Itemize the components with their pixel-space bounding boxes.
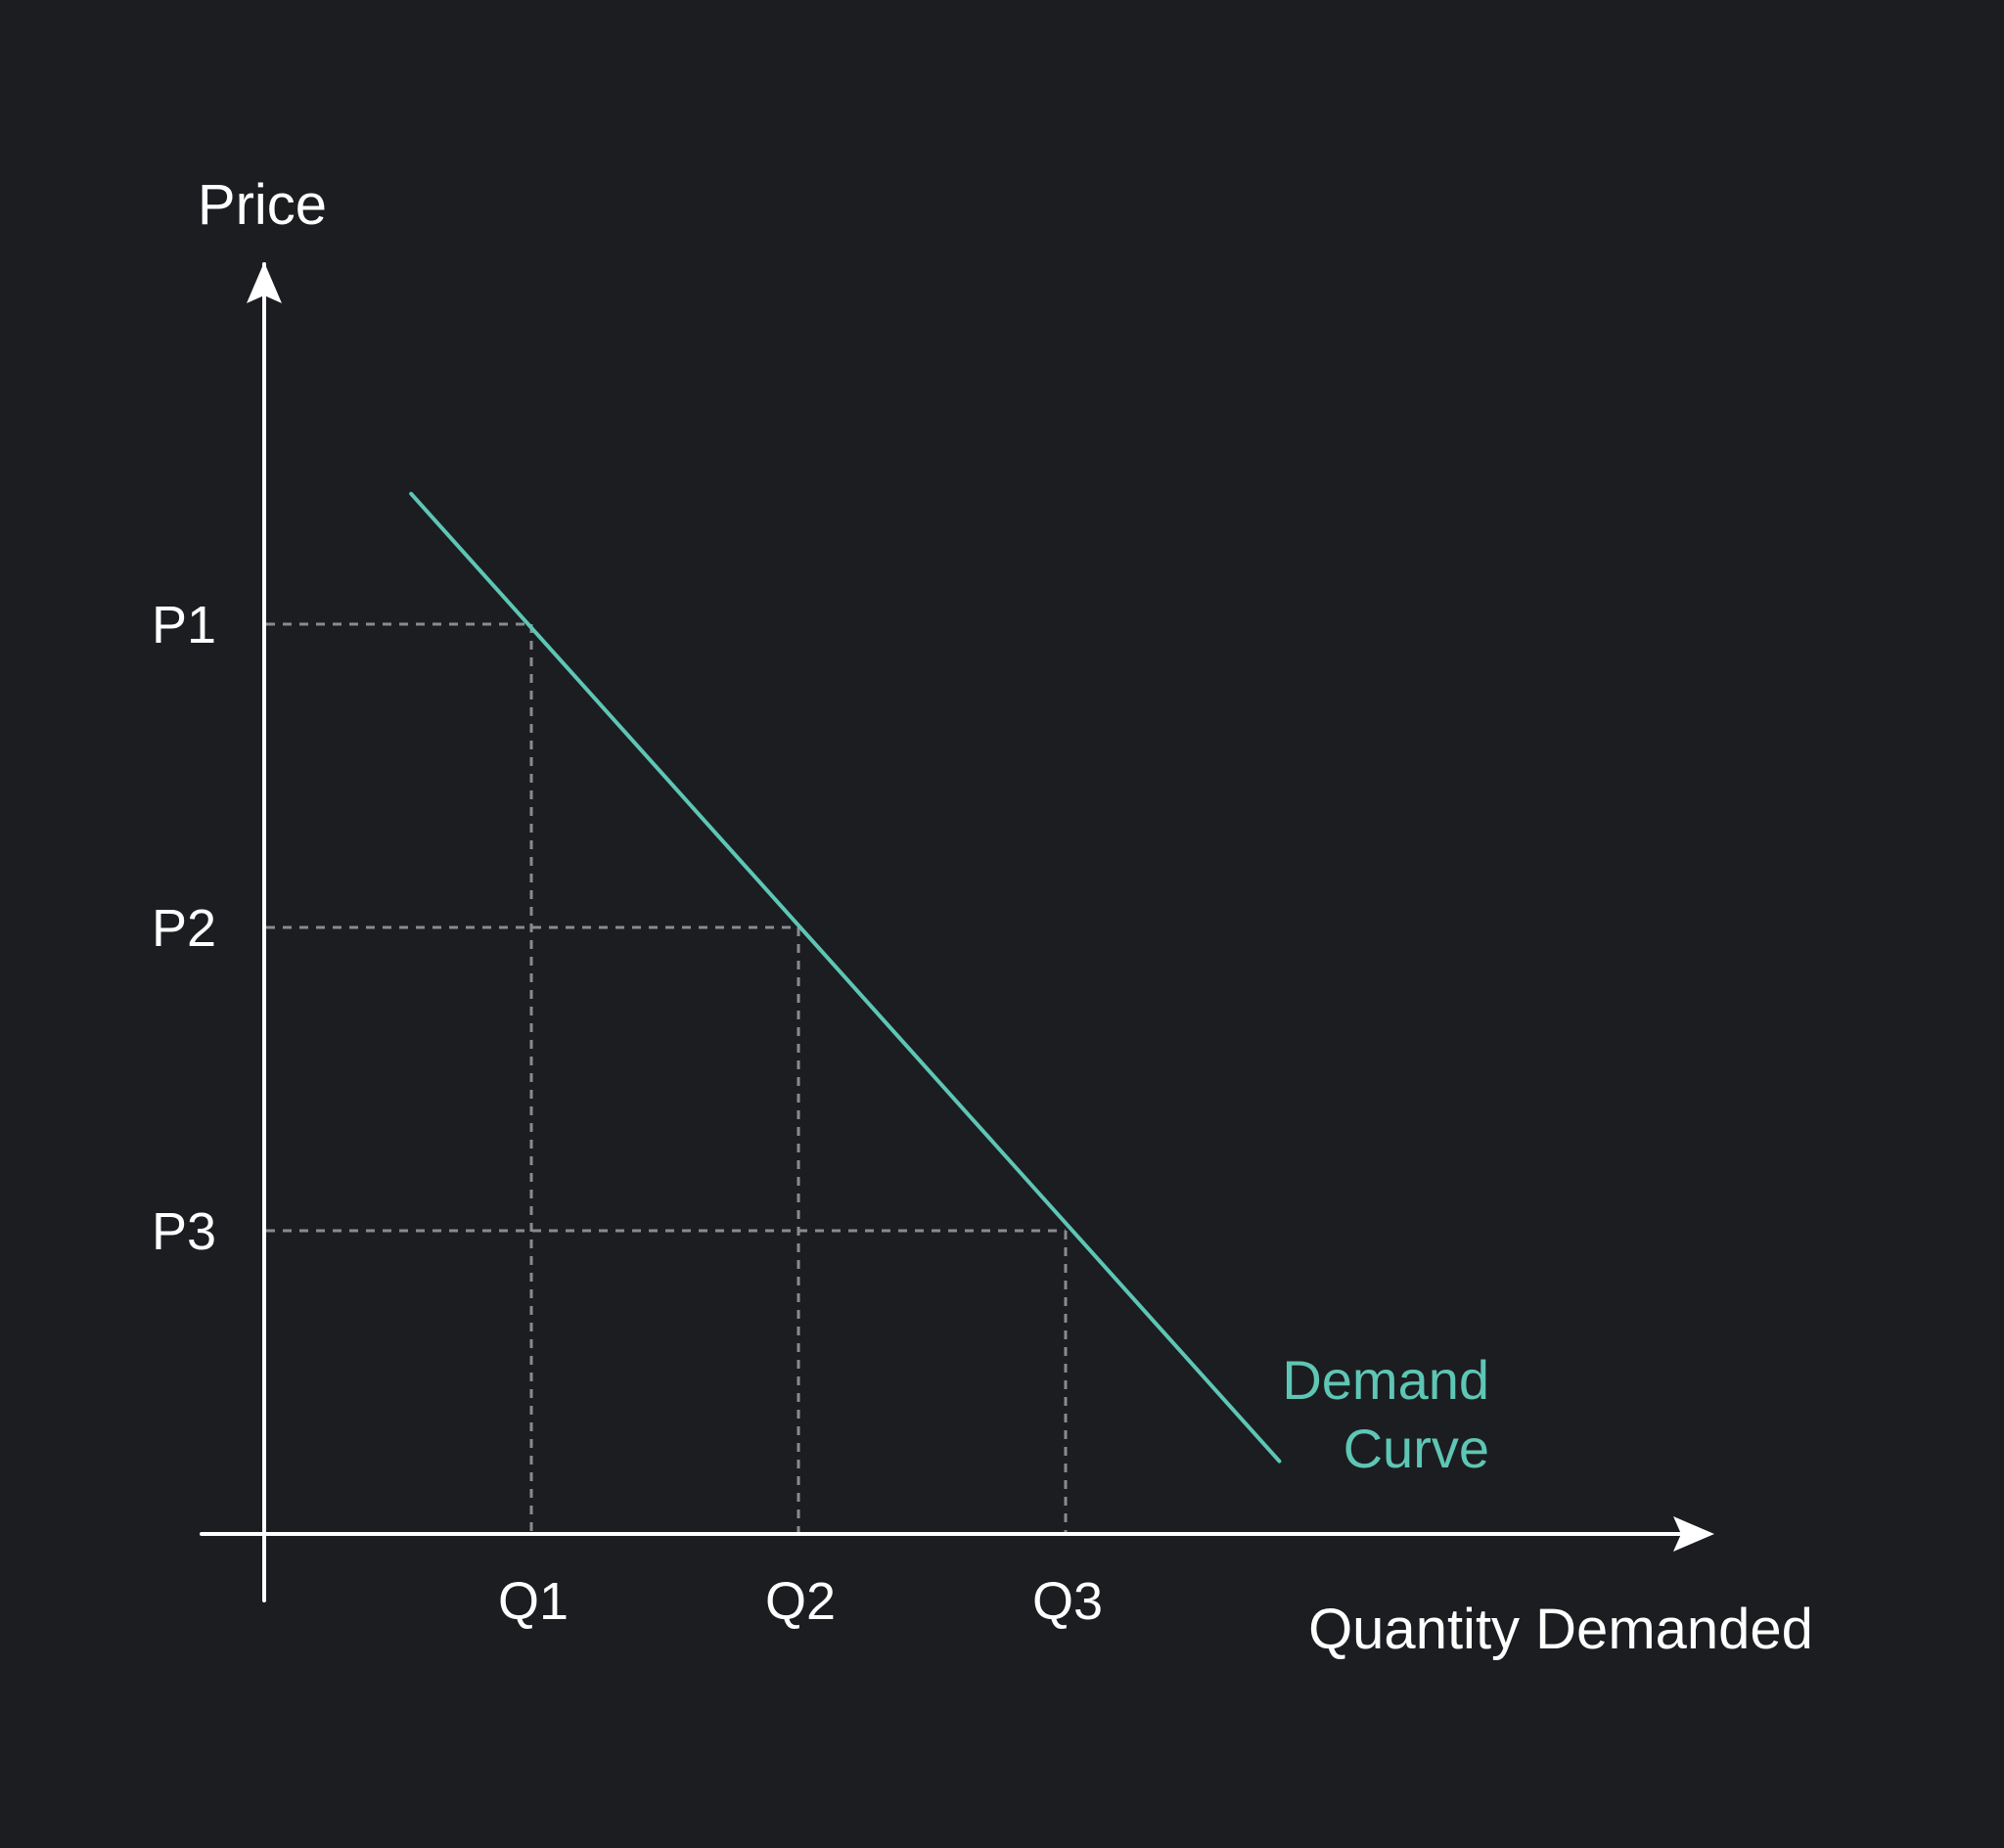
y-tick-label-p1: P1	[152, 596, 216, 654]
series-layer	[409, 491, 1282, 1464]
y-axis-label: Price	[198, 173, 327, 237]
x-axis-label: Quantity Demanded	[1308, 1598, 1813, 1661]
demand-curve-line	[409, 491, 1282, 1464]
y-tick-label-p3: P3	[152, 1202, 216, 1261]
demand-curve-label-line1: Demand	[1282, 1349, 1489, 1411]
x-axis-arrowhead	[1673, 1516, 1714, 1552]
guide-lines	[266, 622, 1068, 1532]
x-tick-label-q2: Q2	[765, 1572, 836, 1631]
y-tick-label-p2: P2	[152, 899, 216, 958]
x-tick-label-q1: Q1	[498, 1572, 569, 1631]
y-axis-arrowhead	[247, 262, 282, 303]
y-tick-labels: P1 P2 P3	[152, 596, 216, 1261]
x-tick-labels: Q1 Q2 Q3	[498, 1572, 1103, 1631]
x-tick-label-q3: Q3	[1032, 1572, 1103, 1631]
demand-curve-label-line2: Curve	[1344, 1418, 1489, 1479]
